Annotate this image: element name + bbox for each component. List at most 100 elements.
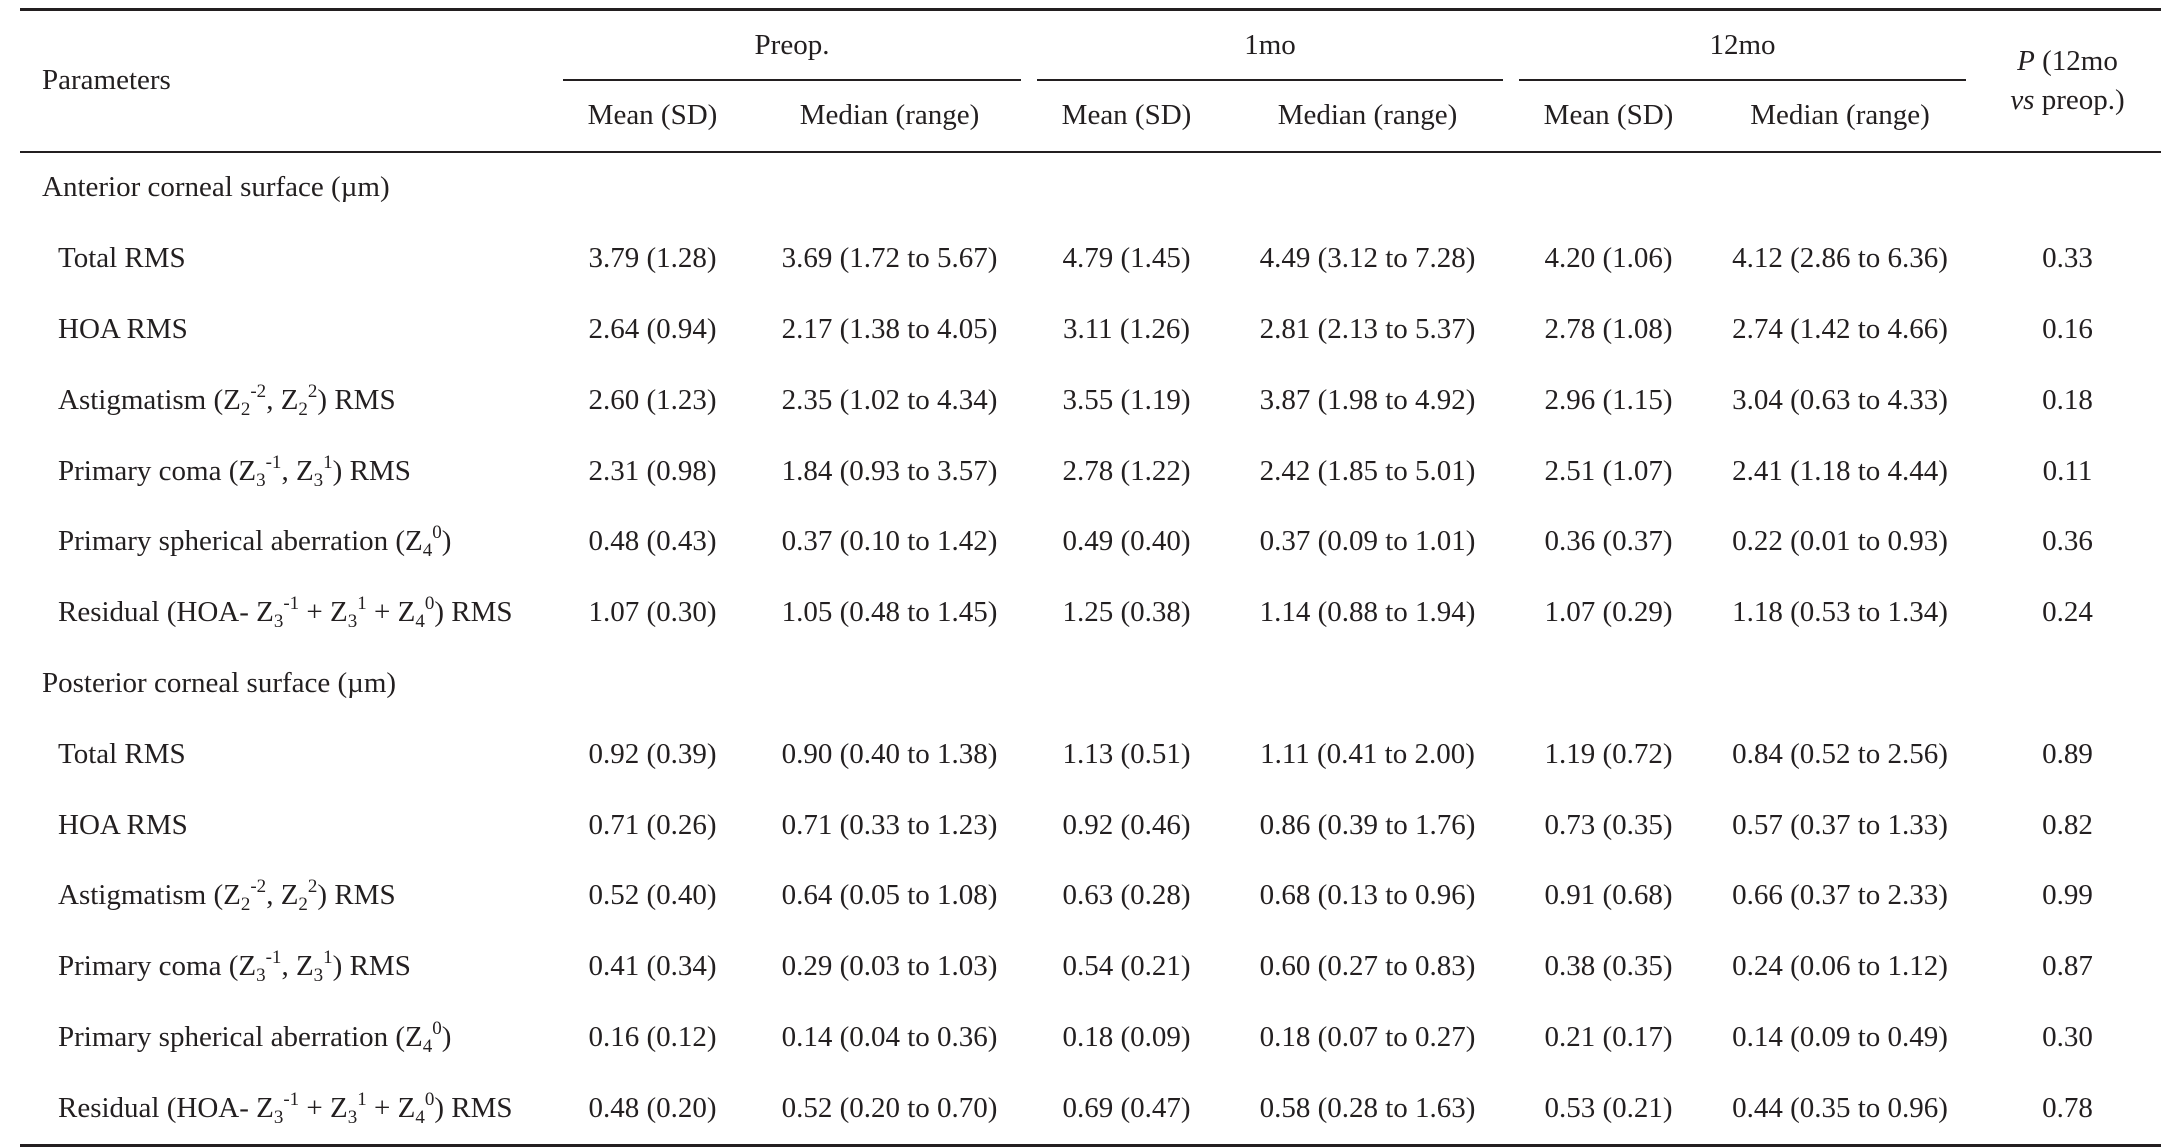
table-row: Astigmatism (Z2-2, Z22) RMS 0.52 (0.40) 0.… [20,861,2161,932]
table-row: Astigmatism (Z2-2, Z22) RMS 2.60 (1.23) 2.… [20,365,2161,436]
cell-mean-sd: 3.55 (1.19) [1062,383,1191,416]
cell-median-range: 1.14 (0.88 to 1.94) [1259,596,1476,629]
section-label: Posterior corneal surface (µm) [42,667,397,700]
cell-median-range: 2.35 (1.02 to 4.34) [781,383,998,416]
cell-median-range: 4.12 (2.86 to 6.36) [1732,242,1948,275]
group-header-preop: Preop. [555,10,1029,81]
table-row: HOA RMS 0.71 (0.26) 0.71 (0.33 to 1.23) 0.9… [20,790,2161,861]
table-row: Primary spherical aberration (Z40) 0.48 (… [20,507,2161,578]
row-label: Residual (HOA- Z3-1 + Z31 + Z40) RMS [20,1073,555,1147]
table-row: Residual (HOA- Z3-1 + Z31 + Z40) RMS 0.48… [20,1073,2161,1147]
cell-median-range: 0.86 (0.39 to 1.76) [1259,808,1476,841]
cell-median-range: 4.49 (3.12 to 7.28) [1259,242,1476,275]
cell-median-range: 0.58 (0.28 to 1.63) [1224,1073,1511,1147]
cell-median-range: 0.57 (0.37 to 1.33) [1732,808,1948,841]
cell-p-value: 0.11 [2042,454,2093,487]
cell-mean-sd: 0.48 (0.43) [588,525,717,558]
subheader-mean-sd: Mean (SD) [1543,99,1674,132]
cell-mean-sd: 0.18 (0.09) [1062,1021,1191,1054]
group-header-12mo: 12mo [1511,10,1974,81]
cell-mean-sd: 0.92 (0.39) [588,737,717,770]
cell-median-range: 0.37 (0.10 to 1.42) [781,525,998,558]
parameters-header: Parameters [20,9,555,153]
cell-mean-sd: 0.54 (0.21) [1062,950,1191,983]
subheader-mean-sd: Mean (SD) [1061,99,1192,132]
row-label: Primary coma (Z3-1, Z31) RMS [58,947,411,987]
cell-p-value: 0.16 [2042,313,2093,346]
cell-mean-sd: 3.79 (1.28) [588,242,717,275]
cell-mean-sd: 2.60 (1.23) [588,383,717,416]
cell-median-range: 0.14 (0.09 to 0.49) [1732,1021,1948,1054]
row-label: Primary spherical aberration (Z40) [58,1018,452,1058]
subheader-median-range: Median (range) [799,99,980,132]
cell-mean-sd: 1.25 (0.38) [1062,596,1191,629]
table-row: HOA RMS 2.64 (0.94) 2.17 (1.38 to 4.05) 3.1… [20,295,2161,366]
section-label: Anterior corneal surface (µm) [42,171,390,204]
cell-mean-sd: 0.92 (0.46) [1062,808,1191,841]
cell-mean-sd: 2.51 (1.07) [1544,454,1673,487]
row-label: Astigmatism (Z2-2, Z22) RMS [58,876,396,916]
cell-median-range: 3.87 (1.98 to 4.92) [1259,383,1476,416]
cell-p-value: 0.89 [2042,737,2093,770]
row-label: HOA RMS [58,808,188,841]
results-table-container: Parameters Preop. 1mo 12mo P (12mo vs pr… [20,8,2161,1147]
cell-mean-sd: 4.20 (1.06) [1544,242,1673,275]
cell-median-range: 0.84 (0.52 to 2.56) [1732,737,1948,770]
cell-p-value: 0.99 [2042,879,2093,912]
row-label: Total RMS [58,737,186,770]
row-label: Total RMS [58,242,186,275]
cell-median-range: 2.41 (1.18 to 4.44) [1732,454,1948,487]
cell-median-range: 2.42 (1.85 to 5.01) [1259,454,1476,487]
cell-median-range: 3.04 (0.63 to 4.33) [1732,383,1948,416]
row-label: Primary spherical aberration (Z40) [58,522,452,562]
cell-median-range: 2.74 (1.42 to 4.66) [1732,313,1948,346]
cell-mean-sd: 0.91 (0.68) [1544,879,1673,912]
cell-mean-sd: 0.71 (0.26) [588,808,717,841]
results-table: Parameters Preop. 1mo 12mo P (12mo vs pr… [20,8,2161,1147]
cell-mean-sd: 0.38 (0.35) [1544,950,1673,983]
cell-median-range: 0.37 (0.09 to 1.01) [1259,525,1476,558]
cell-median-range: 0.18 (0.07 to 0.27) [1259,1021,1476,1054]
cell-median-range: 0.44 (0.35 to 0.96) [1706,1073,1974,1147]
cell-mean-sd: 0.73 (0.35) [1544,808,1673,841]
table-row: Total RMS 3.79 (1.28) 3.69 (1.72 to 5.67) 4… [20,224,2161,295]
cell-mean-sd: 4.79 (1.45) [1062,242,1191,275]
cell-median-range: 0.29 (0.03 to 1.03) [781,950,998,983]
cell-mean-sd: 1.07 (0.30) [588,596,717,629]
cell-median-range: 0.14 (0.04 to 0.36) [781,1021,998,1054]
cell-median-range: 1.05 (0.48 to 1.45) [781,596,998,629]
cell-mean-sd: 0.16 (0.12) [588,1021,717,1054]
table-body: Anterior corneal surface (µm) Total RMS 3.… [20,152,2161,1147]
cell-median-range: 0.22 (0.01 to 0.93) [1732,525,1948,558]
cell-mean-sd: 2.64 (0.94) [588,313,717,346]
cell-p-value: 0.87 [2042,950,2093,983]
cell-mean-sd: 0.49 (0.40) [1062,525,1191,558]
cell-median-range: 1.18 (0.53 to 1.34) [1732,596,1948,629]
row-label: Primary coma (Z3-1, Z31) RMS [58,451,411,491]
cell-median-range: 0.24 (0.06 to 1.12) [1732,950,1948,983]
cell-mean-sd: 0.21 (0.17) [1544,1021,1673,1054]
row-label: Astigmatism (Z2-2, Z22) RMS [58,380,396,420]
cell-p-value: 0.33 [2042,242,2093,275]
table-row: Primary coma (Z3-1, Z31) RMS 0.41 (0.34) 0… [20,932,2161,1003]
cell-mean-sd: 0.48 (0.20) [555,1073,750,1147]
section-header-row: Posterior corneal surface (µm) [20,649,2161,720]
cell-mean-sd: 0.36 (0.37) [1544,525,1673,558]
row-label: Residual (HOA- Z3-1 + Z31 + Z40) RMS [58,593,513,633]
cell-p-value: 0.30 [2042,1021,2093,1054]
table-row: Primary coma (Z3-1, Z31) RMS 2.31 (0.98) 1… [20,436,2161,507]
subheader-median-range: Median (range) [1277,99,1458,132]
cell-median-range: 0.60 (0.27 to 0.83) [1259,950,1476,983]
cell-mean-sd: 0.41 (0.34) [588,950,717,983]
cell-p-value: 0.36 [2042,525,2093,558]
cell-mean-sd: 2.31 (0.98) [588,454,717,487]
group-header-1mo: 1mo [1029,10,1511,81]
header-row-subcols: Mean (SD) Median (range) Mean (SD) Media… [20,81,2161,152]
row-label: HOA RMS [58,313,188,346]
cell-median-range: 0.52 (0.20 to 0.70) [750,1073,1029,1147]
cell-p-value: 0.18 [2042,383,2093,416]
cell-p-value: 0.82 [2042,808,2093,841]
cell-median-range: 2.81 (2.13 to 5.37) [1259,313,1476,346]
cell-mean-sd: 2.96 (1.15) [1544,383,1673,416]
cell-mean-sd: 1.19 (0.72) [1544,737,1673,770]
